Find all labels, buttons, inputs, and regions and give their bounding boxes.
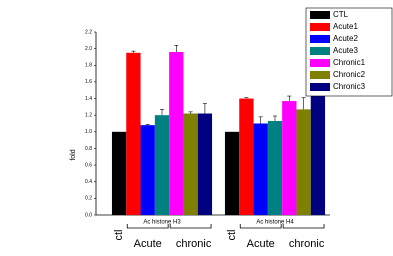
group-annotation: Acute bbox=[134, 238, 162, 250]
error-bar bbox=[287, 95, 292, 102]
group-annotation: chronic bbox=[176, 238, 212, 250]
legend-swatch bbox=[310, 83, 330, 91]
bar bbox=[296, 109, 311, 215]
bracket bbox=[169, 224, 212, 229]
y-tick-label: 0.4 bbox=[85, 179, 92, 185]
bar bbox=[224, 131, 240, 215]
error-bar bbox=[131, 50, 136, 53]
bracket bbox=[239, 224, 282, 229]
group-annotation: ctl bbox=[226, 230, 238, 241]
y-tick-label: 1.0 bbox=[85, 129, 92, 135]
y-tick-label: 1.2 bbox=[85, 113, 92, 119]
y-tick-label: 0.8 bbox=[85, 146, 92, 152]
bar bbox=[267, 121, 283, 215]
legend-label: Acute3 bbox=[333, 46, 358, 55]
y-tick-label: 1.8 bbox=[85, 63, 92, 69]
group-annotation: Acute bbox=[247, 238, 275, 250]
y-tick-label: 2.0 bbox=[85, 46, 92, 52]
legend-label: Chronic3 bbox=[333, 82, 366, 91]
bar bbox=[169, 51, 184, 215]
bar bbox=[282, 101, 297, 215]
legend-label: CTL bbox=[333, 10, 349, 19]
legend-label: Chronic2 bbox=[333, 70, 366, 79]
error-bar bbox=[258, 116, 263, 124]
group-annotation: chronic bbox=[289, 238, 325, 250]
bar bbox=[140, 125, 155, 215]
bar bbox=[183, 113, 198, 215]
error-bar bbox=[174, 45, 179, 52]
bar bbox=[126, 52, 141, 215]
bracket bbox=[126, 224, 169, 229]
group-annotation: ctl bbox=[113, 230, 125, 241]
error-bar bbox=[301, 97, 306, 110]
y-tick-label: 0.0 bbox=[85, 212, 92, 218]
legend-swatch bbox=[310, 23, 330, 31]
bar bbox=[310, 88, 326, 215]
legend-label: Chronic1 bbox=[333, 58, 366, 67]
bar bbox=[239, 98, 254, 215]
bar bbox=[197, 113, 213, 215]
error-bar bbox=[202, 103, 207, 114]
y-tick-label: 2.2 bbox=[85, 29, 92, 35]
y-tick-label: 1.4 bbox=[85, 96, 92, 102]
bar bbox=[154, 115, 170, 215]
x-tick-label: Ac histone H3 bbox=[143, 220, 181, 226]
legend-swatch bbox=[310, 11, 330, 19]
legend-label: Acute2 bbox=[333, 34, 358, 43]
legend-label: Acute1 bbox=[333, 22, 358, 31]
y-axis-label: fold bbox=[70, 149, 77, 160]
error-bar bbox=[145, 124, 150, 126]
y-tick-label: 0.2 bbox=[85, 196, 92, 202]
legend-swatch bbox=[310, 35, 330, 43]
error-bar bbox=[273, 115, 277, 122]
bracket bbox=[282, 224, 325, 229]
bar bbox=[111, 131, 127, 215]
error-bar bbox=[188, 111, 193, 114]
legend-swatch bbox=[310, 59, 330, 67]
legend: CTL Acute1 Acute2 Acute3 Chronic1 Chronic2 Chr… bbox=[305, 7, 393, 97]
bar bbox=[253, 123, 268, 215]
y-tick-label: 0.6 bbox=[85, 162, 92, 168]
error-bar bbox=[160, 109, 164, 116]
legend-swatch bbox=[310, 71, 330, 79]
y-tick-label: 1.6 bbox=[85, 79, 92, 85]
legend-swatch bbox=[310, 47, 330, 55]
x-tick-label: Ac histone H4 bbox=[256, 220, 294, 226]
error-bar bbox=[244, 97, 249, 99]
